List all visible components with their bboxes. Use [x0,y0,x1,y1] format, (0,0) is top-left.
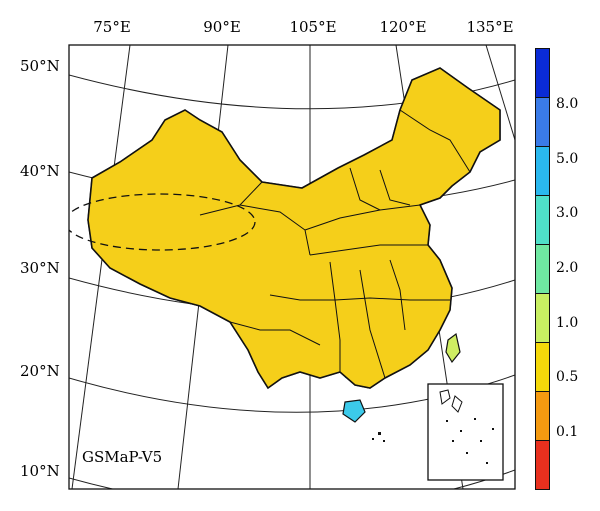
lon-label-75: 75°E [93,18,131,36]
hainan-island [342,399,366,423]
colorbar-tick-8: 8.0 [556,96,579,112]
taiwan-island [445,332,461,364]
colorbar-tick-01: 0.1 [556,424,579,440]
south-china-sea-inset [427,383,504,481]
dashed-region-outline [69,193,256,251]
lon-label-120: 120°E [379,18,427,36]
colorbar-segment [536,293,549,342]
product-label: GSMaP-V5 [82,448,163,466]
colorbar [535,48,550,490]
lat-label-30: 30°N [20,259,60,277]
china-land [87,67,501,389]
colorbar-tick-3: 3.0 [556,205,579,221]
colorbar-segment [536,244,549,293]
colorbar-tick-1: 1.0 [556,315,579,331]
lat-label-50: 50°N [20,57,60,75]
colorbar-segment [536,440,549,489]
lon-label-105: 105°E [289,18,337,36]
colorbar-segment [536,49,549,97]
lat-label-40: 40°N [20,162,60,180]
colorbar-segment [536,391,549,440]
colorbar-tick-2: 2.0 [556,260,579,276]
colorbar-tick-05: 0.5 [556,369,579,385]
lat-label-10: 10°N [20,462,60,480]
colorbar-segment [536,97,549,146]
colorbar-segment [536,342,549,391]
lon-label-90: 90°E [203,18,241,36]
colorbar-segment [536,146,549,195]
colorbar-segment [536,195,549,244]
colorbar-tick-5: 5.0 [556,151,579,167]
lon-label-135: 135°E [466,18,514,36]
lat-label-20: 20°N [20,362,60,380]
